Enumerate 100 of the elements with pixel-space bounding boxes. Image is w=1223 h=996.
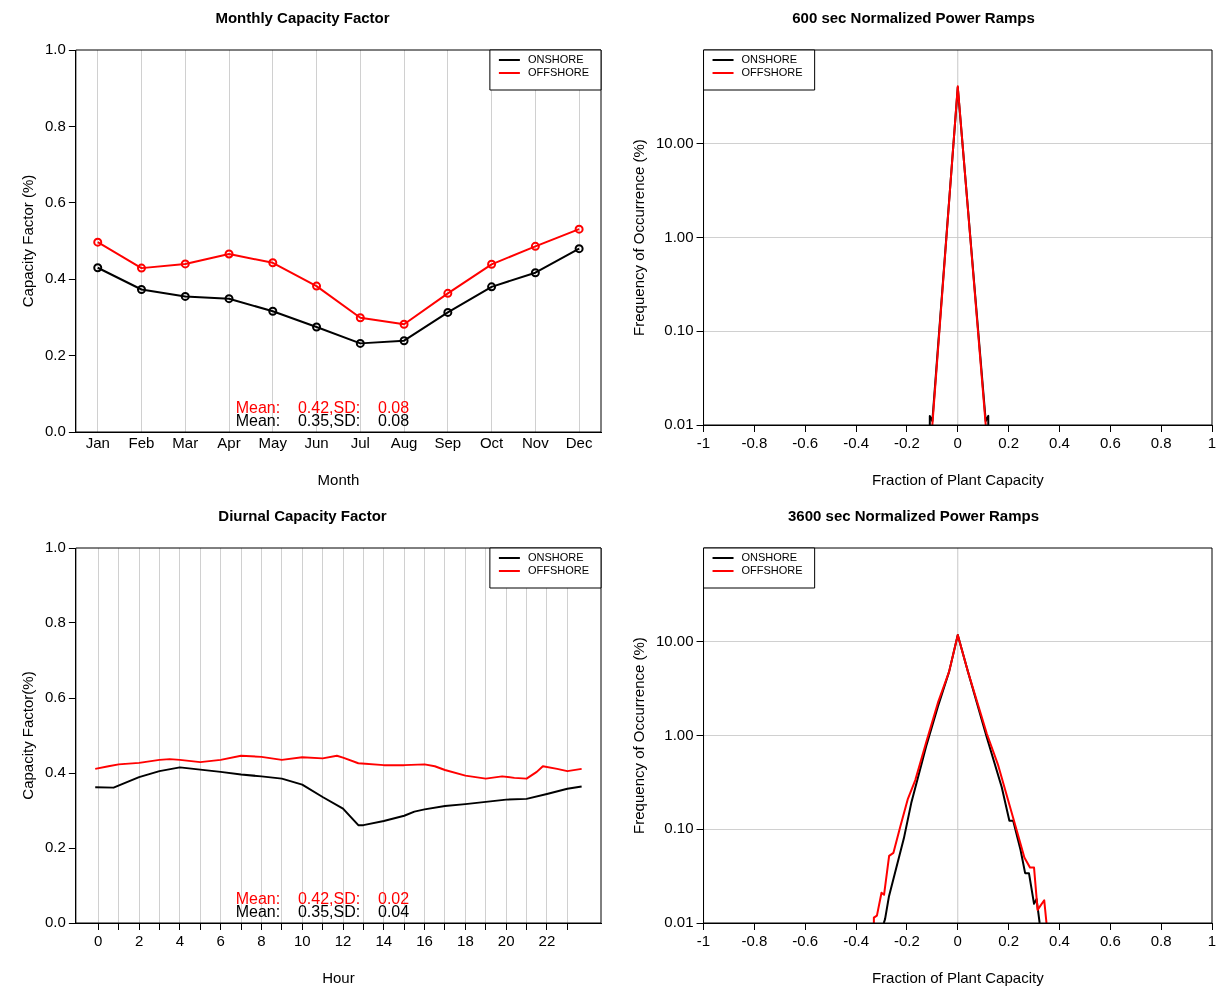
x-tick-label: 20 <box>497 932 515 950</box>
chart-title: 3600 sec Normalized Power Ramps <box>788 507 1039 525</box>
x-axis-title: Hour <box>322 969 355 987</box>
point <box>93 237 103 247</box>
point <box>268 258 278 268</box>
chart-title: 600 sec Normalized Power Ramps <box>792 9 1035 27</box>
point <box>224 249 234 259</box>
x-tick-label: Jun <box>304 434 329 452</box>
legend-label: ONSHORE <box>741 53 798 66</box>
y-tick-label: 0.4 <box>44 763 66 781</box>
x-tick-label: 0.2 <box>998 932 1020 950</box>
y-tick-label: 0.2 <box>44 838 66 856</box>
y-tick-label: 0.8 <box>44 116 66 134</box>
chart-title: Diurnal Capacity Factor <box>218 507 387 525</box>
point <box>530 268 540 278</box>
point <box>180 259 190 269</box>
y-tick-label: 1.0 <box>44 40 66 58</box>
x-tick-label: -0.8 <box>741 932 768 950</box>
point <box>443 288 453 298</box>
x-axis-title: Fraction of Plant Capacity <box>871 969 1045 987</box>
x-tick-label: May <box>258 434 288 452</box>
y-tick-label: 0.0 <box>44 422 66 440</box>
x-tick-label: 1 <box>1207 932 1217 950</box>
x-axis-title: Fraction of Plant Capacity <box>871 471 1045 489</box>
point <box>312 281 322 291</box>
point <box>487 282 497 292</box>
legend-label: OFFSHORE <box>527 66 590 79</box>
point <box>137 285 146 295</box>
y-tick-label: 0.10 <box>664 321 694 339</box>
legend-label: ONSHORE <box>527 53 584 66</box>
x-tick-label: -0.8 <box>741 434 768 452</box>
x-tick-label: Sep <box>434 434 462 452</box>
x-tick-label: 18 <box>457 932 474 950</box>
x-tick-label: 0.6 <box>1099 932 1121 950</box>
y-tick-label: 0.01 <box>664 913 694 931</box>
x-axis-title: Month <box>317 471 360 489</box>
y-axis-title: Capacity Factor (%) <box>19 174 37 308</box>
y-tick-label: 0.6 <box>44 688 66 706</box>
point <box>355 313 365 323</box>
y-axis-title: Frequency of Occurrence (%) <box>630 139 648 336</box>
y-tick-label: 0.2 <box>44 345 66 363</box>
x-tick-label: 4 <box>175 932 185 950</box>
y-tick-label: 1.0 <box>44 538 66 556</box>
x-tick-label: 10 <box>293 932 311 950</box>
x-tick-label: 0 <box>94 932 103 950</box>
x-tick-label: -0.6 <box>792 932 819 950</box>
x-tick-label: 16 <box>416 932 433 950</box>
x-tick-label: 0.6 <box>1099 434 1121 452</box>
x-tick-label: -0.4 <box>843 434 870 452</box>
y-tick-label: 0.01 <box>664 415 694 433</box>
x-tick-label: 1 <box>1207 434 1217 452</box>
x-tick-label: Nov <box>522 434 550 452</box>
x-tick-label: 12 <box>334 932 352 950</box>
legend-label: OFFSHORE <box>527 564 590 577</box>
legend-label: OFFSHORE <box>741 66 803 79</box>
y-tick-label: 0.10 <box>664 819 694 837</box>
y-tick-label: 1.00 <box>664 725 694 743</box>
point <box>574 244 584 254</box>
legend-label: OFFSHORE <box>741 564 803 577</box>
x-tick-label: 2 <box>134 932 144 950</box>
x-tick-label: -0.6 <box>792 434 819 452</box>
point <box>487 259 497 269</box>
point <box>224 294 234 304</box>
point <box>355 338 365 348</box>
x-tick-label: 0.8 <box>1150 932 1172 950</box>
x-tick-label: -0.2 <box>893 434 920 452</box>
x-tick-label: -1 <box>696 932 711 950</box>
x-tick-label: Apr <box>217 434 241 452</box>
y-tick-label: 0.4 <box>44 269 66 287</box>
x-tick-label: -0.4 <box>843 932 870 950</box>
x-tick-label: Jan <box>85 434 110 452</box>
x-tick-label: 0.2 <box>998 434 1020 452</box>
x-tick-label: Mar <box>172 434 199 452</box>
y-tick-label: 1.00 <box>664 227 694 245</box>
y-tick-label: 10.00 <box>655 133 694 151</box>
x-tick-label: Dec <box>565 434 593 452</box>
point <box>443 307 453 317</box>
legend-label: ONSHORE <box>527 551 584 564</box>
point <box>93 263 103 273</box>
x-tick-label: Jul <box>350 434 370 452</box>
x-tick-label: Oct <box>479 434 505 452</box>
y-tick-label: 10.00 <box>655 631 694 649</box>
point <box>268 306 278 316</box>
y-tick-label: 0.6 <box>44 192 66 210</box>
point <box>399 319 409 329</box>
point <box>399 336 409 346</box>
x-tick-label: 0.4 <box>1049 932 1070 950</box>
x-tick-label: 22 <box>538 932 556 950</box>
y-tick-label: 0.0 <box>44 913 66 931</box>
point <box>574 224 584 234</box>
y-axis-title: Capacity Factor(%) <box>19 671 37 800</box>
x-tick-label: 14 <box>375 932 393 950</box>
x-tick-label: 0.8 <box>1150 434 1172 452</box>
point <box>180 291 190 301</box>
x-tick-label: 6 <box>216 932 225 950</box>
point <box>530 241 540 251</box>
x-tick-label: Feb <box>128 434 155 452</box>
point <box>312 322 322 332</box>
chart-title: Monthly Capacity Factor <box>215 9 390 27</box>
x-tick-label: 0.4 <box>1049 434 1070 452</box>
